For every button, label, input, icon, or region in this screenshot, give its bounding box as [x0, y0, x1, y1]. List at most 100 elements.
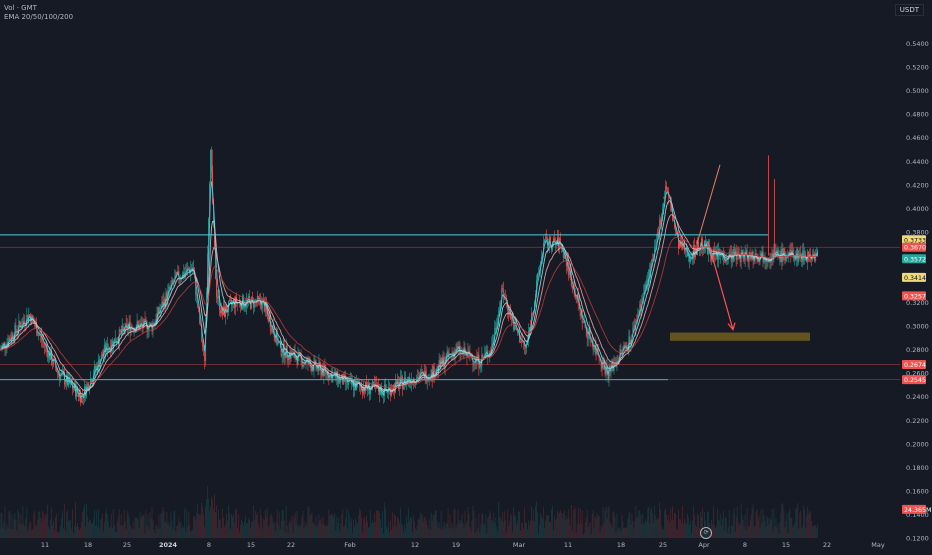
volume-bar	[33, 513, 34, 538]
volume-bar	[603, 507, 604, 538]
volume-bar	[34, 510, 35, 538]
volume-bar	[17, 510, 18, 538]
candle-body	[525, 347, 526, 348]
volume-bar	[225, 524, 226, 538]
volume-bar	[405, 529, 406, 538]
volume-bar	[292, 516, 293, 538]
volume-bar	[540, 513, 541, 538]
volume-bar	[30, 522, 31, 538]
volume-bar	[343, 527, 344, 538]
volume-bar	[573, 510, 574, 538]
candle-body	[159, 307, 160, 313]
volume-bar	[482, 513, 483, 538]
volume-bar	[358, 516, 359, 538]
candle-body	[730, 252, 731, 253]
volume-bar	[810, 512, 811, 538]
candle-body	[145, 319, 146, 320]
compare-icon[interactable]: ⟳	[700, 527, 712, 539]
volume-bar	[687, 514, 688, 538]
x-tick-label: 11	[564, 541, 572, 549]
volume-bar	[567, 519, 568, 538]
volume-bar	[142, 516, 143, 538]
candle-body	[102, 354, 103, 356]
currency-badge[interactable]: USDT	[895, 4, 924, 16]
candle-body	[29, 314, 30, 315]
volume-bar	[344, 525, 345, 538]
volume-bar	[588, 527, 589, 538]
x-tick-label: 12	[411, 541, 419, 549]
volume-bar	[583, 534, 584, 538]
volume-bar	[383, 534, 384, 538]
volume-bar	[511, 516, 512, 538]
volume-bar	[66, 512, 67, 538]
volume-bar	[497, 531, 498, 538]
volume-bar	[816, 528, 817, 538]
volume-bar	[137, 518, 138, 538]
volume-bar	[551, 510, 552, 538]
volume-bar	[689, 525, 690, 538]
volume-bar	[231, 514, 232, 538]
candle-body	[328, 378, 329, 379]
volume-bar	[585, 522, 586, 538]
volume-bar	[331, 514, 332, 538]
drawings[interactable]	[0, 165, 900, 380]
volume-bar	[470, 527, 471, 538]
candle-body	[95, 366, 96, 370]
volume-bar	[395, 516, 396, 538]
volume-bar	[506, 531, 507, 538]
volume-bar	[80, 529, 81, 538]
volume-bar	[461, 520, 462, 538]
volume-bar	[314, 523, 315, 538]
volume-bar	[289, 523, 290, 538]
volume-bar	[690, 521, 691, 538]
volume-bar	[644, 523, 645, 538]
volume-bar	[552, 506, 553, 538]
volume-bar	[174, 510, 175, 538]
candle-body	[746, 250, 747, 251]
ema-lines	[0, 181, 818, 397]
y-axis[interactable]: 0.54000.52000.50000.48000.46000.44000.42…	[900, 0, 932, 550]
volume-bar	[327, 525, 328, 538]
volume-bar	[790, 518, 791, 538]
volume-bar	[53, 521, 54, 538]
candle-body	[495, 328, 496, 330]
volume-bar	[404, 524, 405, 538]
volume-bar	[614, 512, 615, 538]
y-tick-label: 0.2000	[906, 440, 929, 448]
volume-bar	[74, 525, 75, 538]
volume-bar	[302, 516, 303, 538]
volume-bar	[119, 509, 120, 538]
candle-body	[65, 384, 66, 385]
volume-bar	[632, 521, 633, 538]
candle-body	[594, 348, 595, 349]
volume-bar	[210, 507, 211, 538]
volume-bar	[691, 533, 692, 538]
volume-bar	[715, 528, 716, 538]
volume-bar	[273, 524, 274, 538]
volume-bar	[218, 509, 219, 538]
volume-bar	[60, 526, 61, 538]
volume-bar	[148, 515, 149, 538]
volume-bar	[415, 528, 416, 538]
candle-body	[615, 363, 616, 364]
volume-bar	[696, 527, 697, 538]
volume-bar	[740, 523, 741, 538]
price-tag-label: 0.3572	[904, 256, 926, 263]
volume-bar	[480, 525, 481, 538]
volume-bar	[661, 527, 662, 538]
volume-bar	[408, 507, 409, 538]
volume-bar	[621, 532, 622, 538]
volume-bar	[744, 527, 745, 538]
candle-body	[9, 338, 10, 340]
volume-bar	[275, 531, 276, 538]
volume-bar	[613, 512, 614, 538]
volume-bar	[234, 523, 235, 538]
volume-bar	[24, 526, 25, 538]
volume-bar	[160, 529, 161, 538]
volume-bar	[236, 509, 237, 538]
volume-bar	[426, 521, 427, 538]
volume-bar	[69, 521, 70, 538]
